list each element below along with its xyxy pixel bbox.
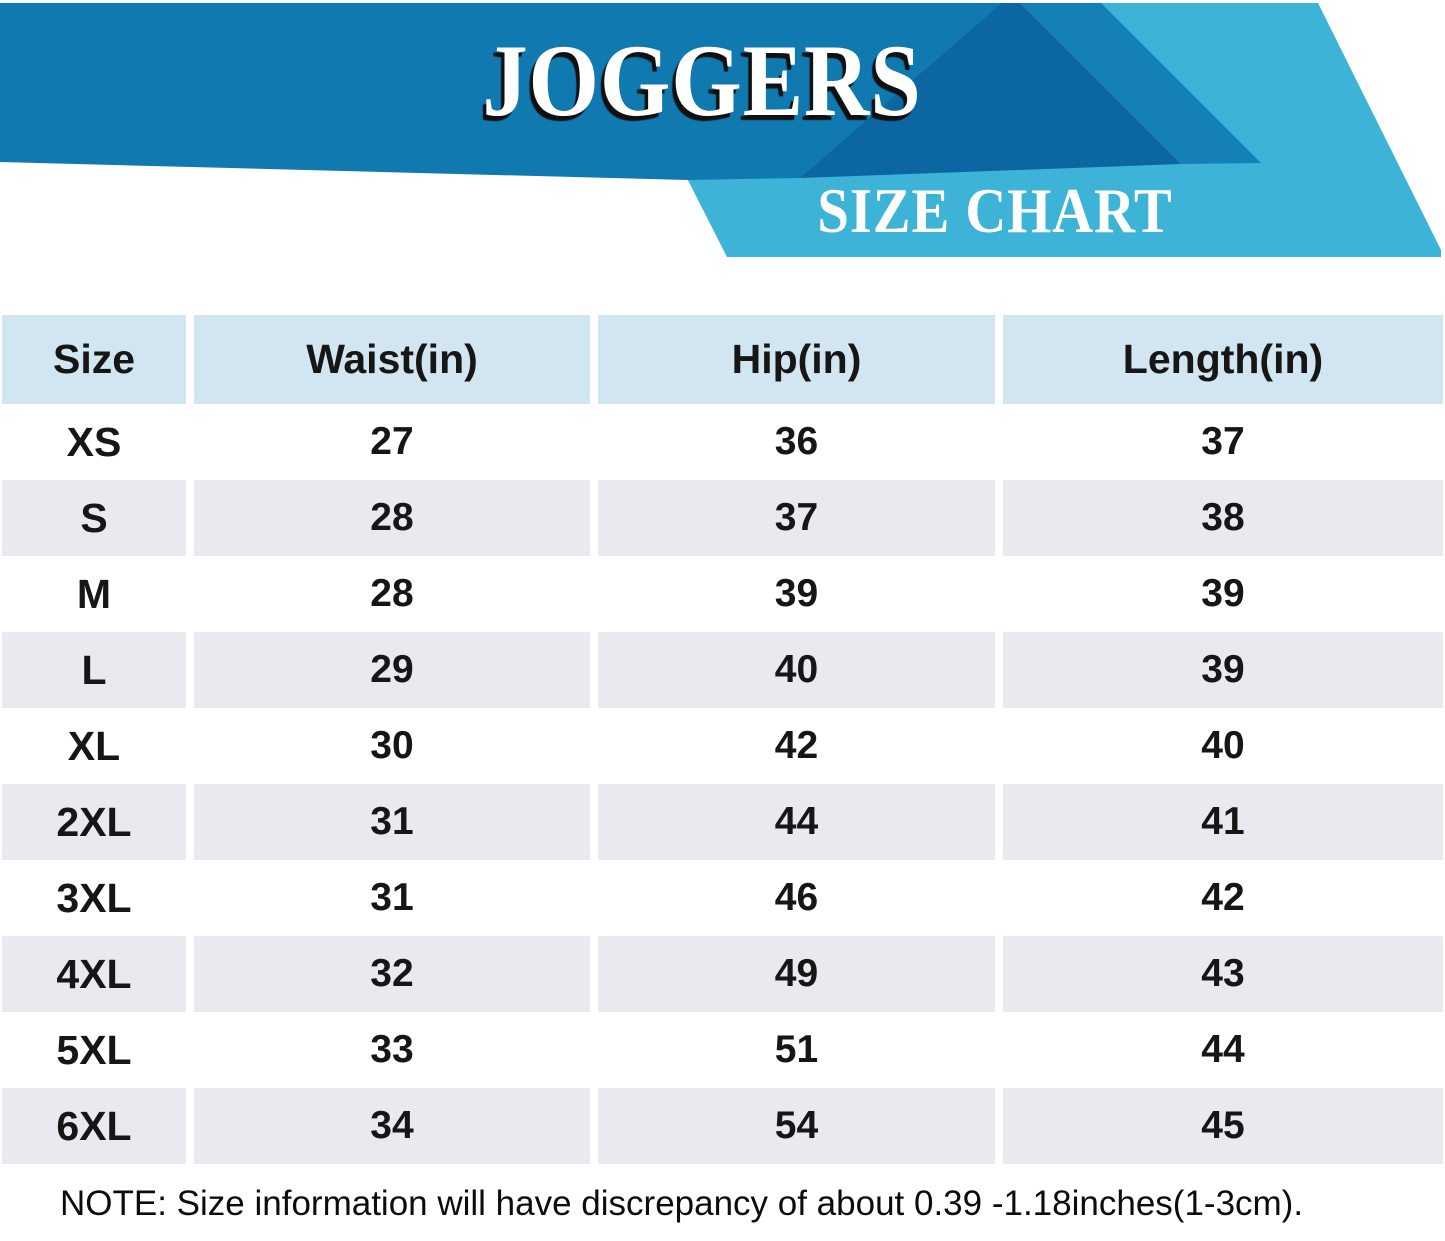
value-cell-lengthin: 43 bbox=[1003, 936, 1443, 1012]
header-banner: JOGGERS SIZE CHART bbox=[0, 0, 1445, 262]
value-cell-lengthin: 42 bbox=[1003, 860, 1443, 936]
table-row-m: M 28 39 39 bbox=[2, 556, 1443, 632]
size-label: 6XL bbox=[2, 1088, 186, 1164]
value-cell-waistin: 33 bbox=[194, 1012, 590, 1088]
value-cell-waistin: 34 bbox=[194, 1088, 590, 1164]
table-row-6xl: 6XL 34 54 45 bbox=[2, 1088, 1443, 1164]
table-row-s: S 28 37 38 bbox=[2, 480, 1443, 556]
table-row-5xl: 5XL 33 51 44 bbox=[2, 1012, 1443, 1088]
table-row-xl: XL 30 42 40 bbox=[2, 708, 1443, 784]
value-cell-hipin: 44 bbox=[598, 784, 995, 860]
value-cell-waistin: 28 bbox=[194, 556, 590, 632]
value-cell-lengthin: 45 bbox=[1003, 1088, 1443, 1164]
note-text: NOTE: Size information will have discrep… bbox=[60, 1184, 1304, 1223]
size-label: XS bbox=[2, 404, 186, 480]
value-cell-hipin: 51 bbox=[598, 1012, 995, 1088]
value-cell-hipin: 46 bbox=[598, 860, 995, 936]
value-cell-waistin: 27 bbox=[194, 404, 590, 480]
size-label: XL bbox=[2, 708, 186, 784]
page-subtitle: SIZE CHART bbox=[817, 176, 1173, 246]
column-header-size: Size bbox=[2, 315, 186, 404]
size-label: M bbox=[2, 556, 186, 632]
table-row-l: L 29 40 39 bbox=[2, 632, 1443, 708]
column-header-lengthin: Length(in) bbox=[1003, 315, 1443, 404]
table-row-3xl: 3XL 31 46 42 bbox=[2, 860, 1443, 936]
value-cell-hipin: 42 bbox=[598, 708, 995, 784]
value-cell-lengthin: 38 bbox=[1003, 480, 1443, 556]
value-cell-waistin: 31 bbox=[194, 860, 590, 936]
table-header-row: Size Waist(in) Hip(in) Length(in) bbox=[2, 315, 1443, 404]
table-row-xs: XS 27 36 37 bbox=[2, 404, 1443, 480]
value-cell-lengthin: 37 bbox=[1003, 404, 1443, 480]
size-label: S bbox=[2, 480, 186, 556]
value-cell-waistin: 32 bbox=[194, 936, 590, 1012]
size-label: 3XL bbox=[2, 860, 186, 936]
value-cell-hipin: 39 bbox=[598, 556, 995, 632]
size-label: 2XL bbox=[2, 784, 186, 860]
value-cell-lengthin: 41 bbox=[1003, 784, 1443, 860]
value-cell-lengthin: 39 bbox=[1003, 632, 1443, 708]
page-title: JOGGERS bbox=[482, 24, 922, 138]
table-row-2xl: 2XL 31 44 41 bbox=[2, 784, 1443, 860]
value-cell-hipin: 40 bbox=[598, 632, 995, 708]
value-cell-waistin: 29 bbox=[194, 632, 590, 708]
value-cell-waistin: 28 bbox=[194, 480, 590, 556]
value-cell-hipin: 36 bbox=[598, 404, 995, 480]
size-label: L bbox=[2, 632, 186, 708]
value-cell-lengthin: 44 bbox=[1003, 1012, 1443, 1088]
value-cell-lengthin: 40 bbox=[1003, 708, 1443, 784]
value-cell-hipin: 54 bbox=[598, 1088, 995, 1164]
size-label: 4XL bbox=[2, 936, 186, 1012]
table-row-4xl: 4XL 32 49 43 bbox=[2, 936, 1443, 1012]
value-cell-hipin: 37 bbox=[598, 480, 995, 556]
value-cell-waistin: 31 bbox=[194, 784, 590, 860]
size-label: 5XL bbox=[2, 1012, 186, 1088]
table-body: XS 27 36 37 S 28 37 38 M 28 39 39 L 29 40 39 XL 30 42 40 2XL… bbox=[2, 404, 1443, 1164]
value-cell-lengthin: 39 bbox=[1003, 556, 1443, 632]
column-header-hipin: Hip(in) bbox=[598, 315, 995, 404]
value-cell-waistin: 30 bbox=[194, 708, 590, 784]
size-table: Size Waist(in) Hip(in) Length(in) XS 27 36 37 S… bbox=[2, 315, 1443, 1164]
column-header-waistin: Waist(in) bbox=[194, 315, 590, 404]
value-cell-hipin: 49 bbox=[598, 936, 995, 1012]
